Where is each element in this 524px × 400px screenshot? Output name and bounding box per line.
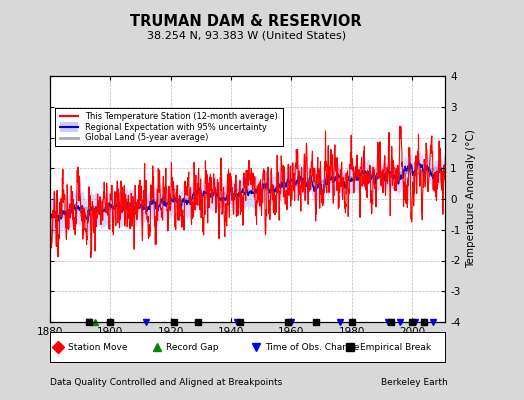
Text: Station Move: Station Move xyxy=(68,342,127,352)
Text: Time of Obs. Change: Time of Obs. Change xyxy=(265,342,360,352)
Text: Global Land (5-year average): Global Land (5-year average) xyxy=(85,133,208,142)
Bar xyxy=(60,122,78,132)
Y-axis label: Temperature Anomaly (°C): Temperature Anomaly (°C) xyxy=(466,130,476,268)
Text: Regional Expectation with 95% uncertainty: Regional Expectation with 95% uncertaint… xyxy=(85,122,267,132)
Text: Record Gap: Record Gap xyxy=(167,342,219,352)
Text: 38.254 N, 93.383 W (United States): 38.254 N, 93.383 W (United States) xyxy=(147,30,346,40)
Text: Empirical Break: Empirical Break xyxy=(361,342,431,352)
Text: TRUMAN DAM & RESERVIOR: TRUMAN DAM & RESERVIOR xyxy=(130,14,362,29)
Text: This Temperature Station (12-month average): This Temperature Station (12-month avera… xyxy=(85,112,277,121)
Text: Berkeley Earth: Berkeley Earth xyxy=(381,378,448,387)
Text: Data Quality Controlled and Aligned at Breakpoints: Data Quality Controlled and Aligned at B… xyxy=(50,378,282,387)
